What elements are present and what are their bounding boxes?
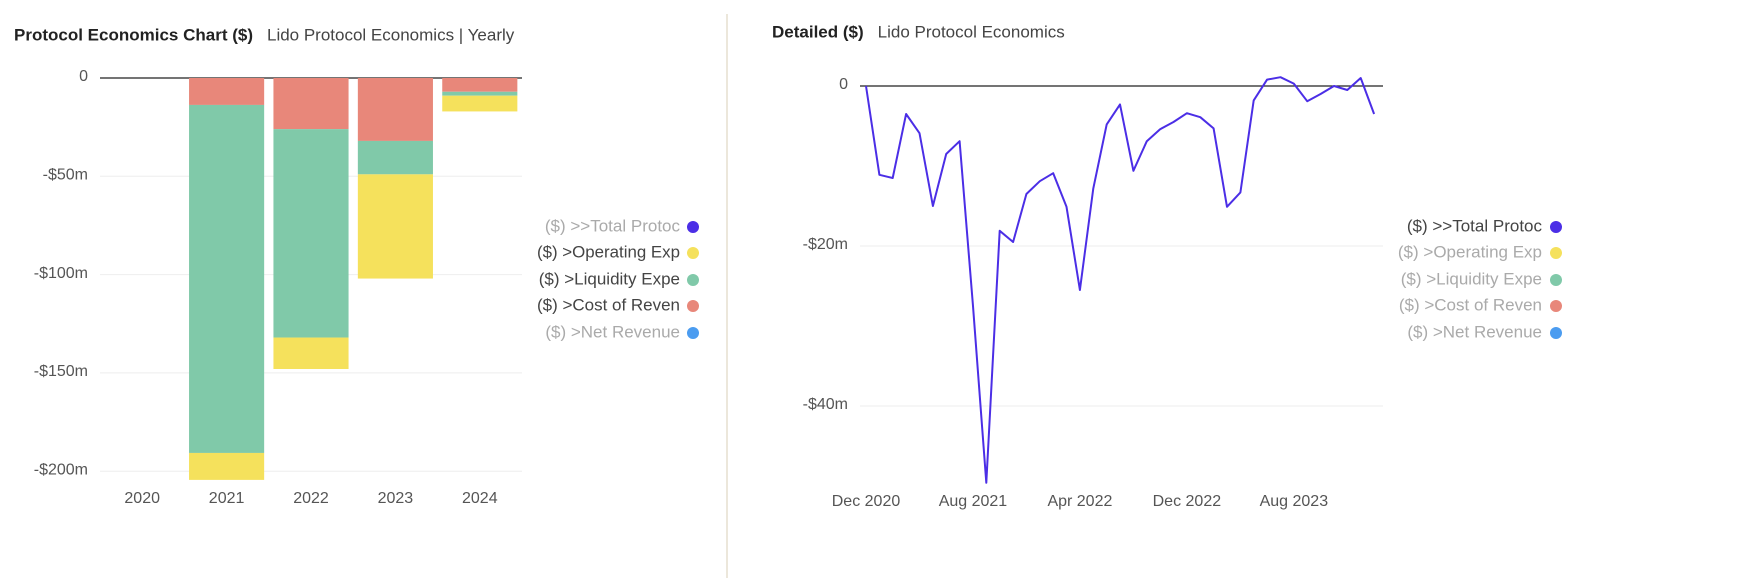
legend-label: ($) >>Total Protoc <box>545 216 681 235</box>
y-tick-label: -$50m <box>43 167 88 184</box>
bar-segment <box>189 78 265 105</box>
y-tick-label: -$150m <box>34 363 88 380</box>
bar-segment <box>189 104 265 453</box>
y-tick-label: -$20m <box>803 236 848 253</box>
x-tick-label: 2023 <box>378 490 414 507</box>
legend-label: ($) >Operating Exp <box>537 242 680 261</box>
x-tick-label: Aug 2023 <box>1260 493 1329 510</box>
x-tick-label: 2020 <box>124 490 160 507</box>
x-tick-label: Dec 2020 <box>832 493 901 510</box>
chart-title: Protocol Economics Chart ($) <box>14 25 253 44</box>
bar-segment <box>442 95 518 112</box>
legend-label: ($) >>Total Protoc <box>1407 216 1543 235</box>
legend-swatch <box>1550 274 1562 286</box>
x-tick-label: 2021 <box>209 490 245 507</box>
legend-label: ($) >Cost of Reven <box>1399 295 1542 314</box>
legend-label: ($) >Liquidity Expe <box>539 269 680 288</box>
legend-swatch <box>1550 327 1562 339</box>
y-tick-label: 0 <box>79 68 88 85</box>
bar-segment <box>357 174 433 279</box>
x-tick-label: Dec 2022 <box>1153 493 1222 510</box>
bar-segment <box>357 140 433 175</box>
legend-label: ($) >Cost of Reven <box>537 295 680 314</box>
legend-swatch <box>1550 221 1562 233</box>
y-tick-label: -$100m <box>34 265 88 282</box>
legend-swatch <box>687 327 699 339</box>
legend-swatch <box>1550 300 1562 312</box>
y-tick-label: 0 <box>839 76 848 93</box>
bar-segment <box>442 91 518 96</box>
legend-clip <box>530 210 536 350</box>
legend-swatch <box>1550 247 1562 259</box>
legend-label: ($) >Liquidity Expe <box>1401 269 1542 288</box>
bar-segment <box>357 78 433 141</box>
chart-title: Detailed ($) <box>772 22 864 41</box>
bar-segment <box>442 78 518 92</box>
y-tick-label: -$40m <box>803 396 848 413</box>
legend-label: ($) >Net Revenue <box>1407 322 1542 341</box>
legend-clip <box>1392 210 1398 350</box>
x-tick-label: Aug 2021 <box>939 493 1008 510</box>
legend-swatch <box>687 247 699 259</box>
legend-label: ($) >Net Revenue <box>545 322 680 341</box>
line-series <box>865 76 1376 484</box>
bar-segment <box>273 78 349 130</box>
x-tick-label: Apr 2022 <box>1047 493 1112 510</box>
legend-label: ($) >Operating Exp <box>1398 242 1542 261</box>
y-tick-label: -$200m <box>34 461 88 478</box>
bar-segment <box>273 337 349 369</box>
legend-swatch <box>687 221 699 233</box>
legend-swatch <box>687 274 699 286</box>
x-tick-label: 2024 <box>462 490 498 507</box>
x-tick-label: 2022 <box>293 490 329 507</box>
bar-segment <box>189 452 265 480</box>
chart-subtitle: Lido Protocol Economics | Yearly <box>267 25 515 44</box>
bar-segment <box>273 129 349 338</box>
chart-subtitle: Lido Protocol Economics <box>878 22 1065 41</box>
legend-swatch <box>687 300 699 312</box>
